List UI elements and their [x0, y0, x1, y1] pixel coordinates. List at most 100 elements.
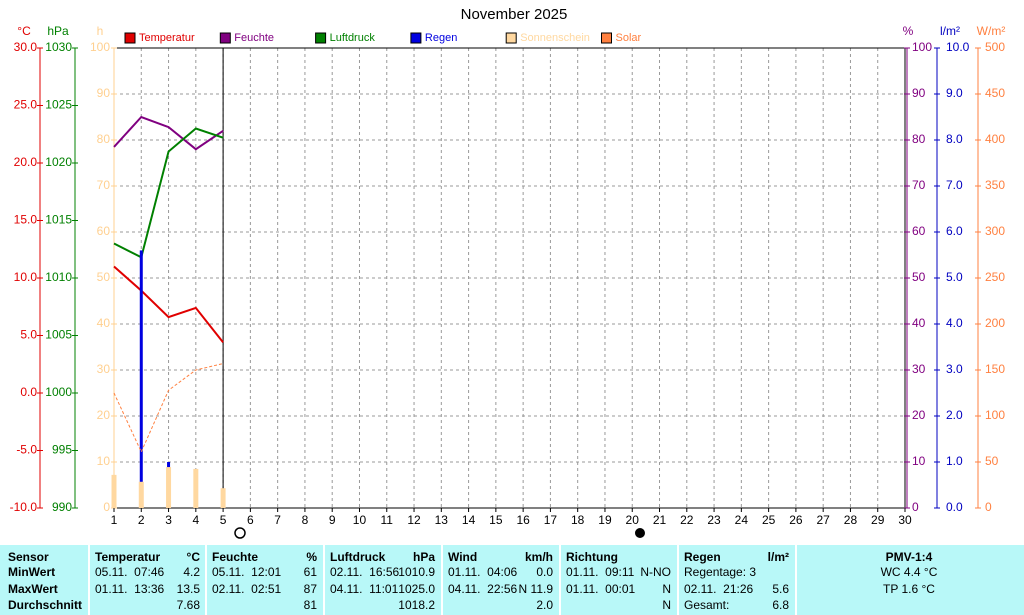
- y-tick-label: 0: [912, 500, 919, 514]
- axis-title: %: [903, 24, 914, 38]
- y-tick-label: 10.0: [946, 40, 970, 54]
- x-tick-label: 20: [626, 513, 640, 527]
- y-tick-label: 1015: [45, 213, 72, 227]
- column-separator: [205, 545, 207, 615]
- x-tick-label: 6: [247, 513, 254, 527]
- legend-label: Feuchte: [234, 32, 274, 44]
- y-tick-label: 8.0: [946, 132, 963, 146]
- table-cell: 02.11. 21:26: [684, 582, 754, 596]
- y-tick-label: 40: [912, 316, 926, 330]
- x-tick-label: 21: [653, 513, 667, 527]
- table-cell: TP 1.6 °C: [883, 582, 935, 596]
- legend-label: Sonnenschein: [520, 32, 590, 44]
- y-tick-label: 1025: [45, 98, 72, 112]
- bar: [111, 474, 117, 508]
- y-tick-label: 150: [985, 362, 1005, 376]
- legend-label: Luftdruck: [330, 32, 376, 44]
- y-tick-label: 450: [985, 86, 1005, 100]
- table-cell: 13.5: [176, 582, 200, 596]
- group-unit: °C: [186, 550, 200, 564]
- y-tick-label: 200: [985, 316, 1005, 330]
- y-tick-label: 10.0: [14, 270, 38, 284]
- x-tick-label: 17: [544, 513, 558, 527]
- y-tick-label: 250: [985, 270, 1005, 284]
- table-cell: 5.6: [772, 582, 789, 596]
- bar: [166, 467, 172, 508]
- y-tick-label: 20: [97, 408, 111, 422]
- y-tick-label: 60: [912, 224, 926, 238]
- x-tick-label: 27: [816, 513, 830, 527]
- y-tick-label: 25.0: [14, 98, 38, 112]
- table-cell: 01.11. 13:36: [95, 582, 165, 596]
- y-tick-label: 3.0: [946, 362, 963, 376]
- y-tick-label: 100: [90, 40, 110, 54]
- table-cell: 81: [303, 598, 317, 612]
- y-tick-label: 10: [97, 454, 111, 468]
- row-label: MaxWert: [8, 582, 58, 596]
- legend-label: Solar: [616, 32, 642, 44]
- table-cell: 87: [303, 582, 317, 596]
- y-tick-label: 30: [912, 362, 926, 376]
- y-tick-label: 500: [985, 40, 1005, 54]
- x-tick-label: 11: [381, 513, 394, 527]
- table-cell: 2.0: [536, 598, 553, 612]
- x-tick-label: 10: [353, 513, 367, 527]
- bar: [193, 468, 199, 508]
- table-cell: 04.11. 11:01: [330, 582, 399, 596]
- group-title: Temperatur: [95, 550, 161, 564]
- x-tick-label: 15: [489, 513, 503, 527]
- stats-table: Sensor MinWert MaxWert Durchschnitt Temperat…: [0, 545, 1024, 615]
- legend-swatch: [505, 32, 517, 44]
- row-label: Durchschnitt: [8, 598, 83, 612]
- x-tick-label: 29: [871, 513, 885, 527]
- y-tick-label: 70: [912, 178, 926, 192]
- series-line: [113, 115, 224, 151]
- y-tick-label: 5.0: [946, 270, 963, 284]
- table-cell: WC 4.4 °C: [880, 565, 938, 579]
- moon-icon: [234, 527, 246, 539]
- group-unit: %: [306, 550, 317, 564]
- x-tick-label: 25: [762, 513, 776, 527]
- y-tick-label: 10: [912, 454, 926, 468]
- y-tick-label: 1000: [45, 385, 72, 399]
- y-tick-label: 15.0: [14, 213, 38, 227]
- group-unit: hPa: [412, 550, 435, 564]
- x-tick-label: 4: [192, 513, 199, 527]
- legend-swatch: [124, 32, 136, 44]
- column-separator: [323, 545, 325, 615]
- axis-title: hPa: [47, 24, 69, 38]
- table-cell: 0.0: [536, 565, 553, 579]
- y-tick-label: 1010: [45, 270, 72, 284]
- table-cell: N: [662, 598, 671, 612]
- legend-label: Temperatur: [139, 32, 195, 44]
- row-label: MinWert: [8, 565, 56, 579]
- axis-title: l/m²: [940, 24, 960, 38]
- y-tick-label: 6.0: [946, 224, 963, 238]
- table-cell: 02.11. 16:56: [330, 565, 400, 579]
- legend-swatch: [601, 32, 612, 44]
- x-tick-label: 30: [898, 513, 912, 527]
- y-tick-label: 995: [52, 443, 72, 457]
- x-tick-label: 23: [707, 513, 721, 527]
- y-tick-label: 350: [985, 178, 1005, 192]
- table-cell: 6.8: [772, 598, 789, 612]
- table-cell: 02.11. 02:51: [212, 582, 282, 596]
- x-tick-label: 1: [111, 513, 118, 527]
- y-tick-label: 4.0: [946, 316, 963, 330]
- group-unit: km/h: [524, 550, 553, 564]
- column-separator: [88, 545, 90, 615]
- group-title: Richtung: [566, 550, 618, 564]
- column-separator: [677, 545, 679, 615]
- y-tick-label: 7.0: [946, 178, 963, 192]
- legend-label: Regen: [425, 32, 457, 44]
- y-tick-label: 30.0: [14, 40, 38, 54]
- y-tick-label: 100: [912, 40, 932, 54]
- table-cell: 61: [303, 565, 317, 579]
- y-tick-label: 300: [985, 224, 1005, 238]
- x-tick-label: 7: [274, 513, 281, 527]
- y-tick-label: 9.0: [946, 86, 963, 100]
- table-cell: 1025.0: [398, 582, 435, 596]
- y-tick-label: 80: [97, 132, 111, 146]
- table-cell: N 11.9: [518, 582, 553, 596]
